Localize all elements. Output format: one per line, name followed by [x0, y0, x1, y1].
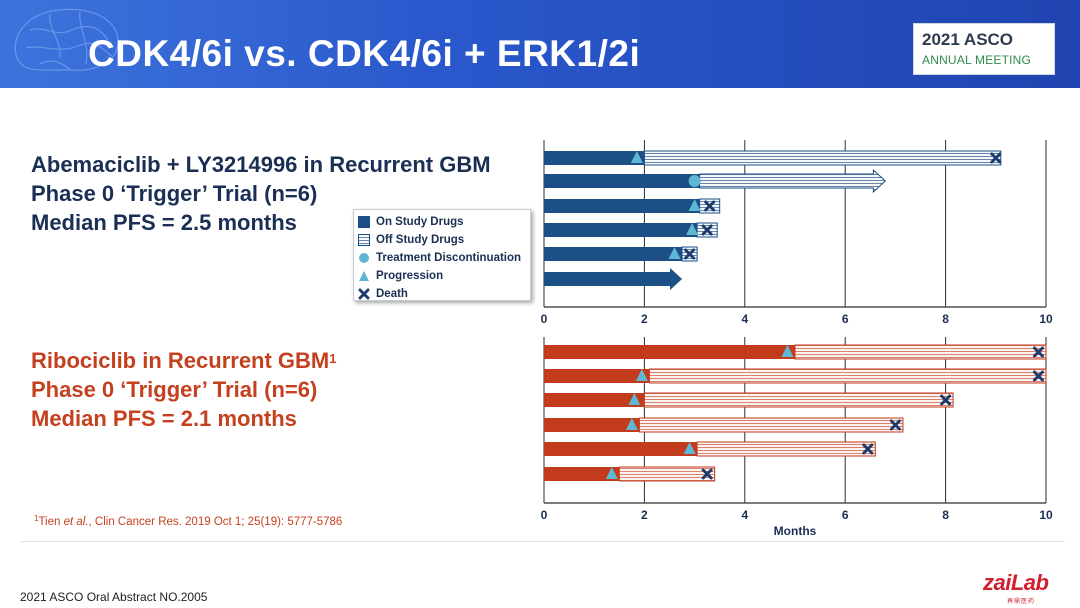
study2-title-line: Ribociclib in Recurrent GBM1 [31, 346, 337, 375]
footer-divider [20, 541, 1065, 542]
progression-marker [781, 345, 794, 357]
footnote-sup: 1 [34, 514, 39, 523]
study2-title-sup: 1 [329, 351, 337, 366]
legend-item-off-study: Off Study Drugs [358, 232, 464, 248]
on-study-bar [544, 467, 620, 481]
off-study-bar [638, 417, 904, 433]
death-marker [1032, 346, 1044, 358]
on-study-swatch [358, 216, 370, 228]
study1-title: Abemaciclib + LY3214996 in Recurrent GBM [31, 152, 491, 177]
off-study-bar [643, 150, 1002, 166]
zailab-logo-subtitle: 再鼎医药 [1007, 599, 1036, 605]
footnote-etal: et al. [63, 516, 89, 528]
x-tick-label: 6 [842, 508, 849, 522]
off-study-swatch [358, 234, 370, 246]
zailab-logo: zaiLab [983, 570, 1049, 595]
x-tick-label: 8 [942, 508, 949, 522]
death-marker [701, 468, 713, 480]
off-study-bar [643, 392, 954, 408]
x-tick-label: 10 [1039, 312, 1053, 326]
on-study-bar [544, 247, 683, 261]
circle-icon [358, 252, 370, 264]
x-tick-label: 0 [541, 508, 548, 522]
off-study-bar [618, 466, 716, 482]
on-study-bar [544, 369, 650, 383]
x-icon [358, 288, 370, 300]
x-tick-label: 4 [741, 312, 748, 326]
progression-marker [628, 393, 641, 405]
legend-label: Off Study Drugs [376, 234, 465, 246]
study1-pfs: Median PFS = 2.5 months [31, 210, 297, 235]
on-study-bar [544, 442, 698, 456]
study2-title: Ribociclib in Recurrent GBM [31, 348, 330, 373]
legend-item-death: Death [358, 286, 408, 302]
death-marker [862, 443, 874, 455]
brain-graphic [14, 8, 119, 71]
on-study-bar [544, 418, 640, 432]
logo-top-text: 2021 ASCO [922, 30, 1014, 49]
death-marker [940, 394, 952, 406]
on-study-bar [544, 151, 645, 165]
on-study-arrow-bar [544, 268, 683, 290]
page-title: CDK4/6i vs. CDK4/6i + ERK1/2i [88, 33, 641, 74]
study1-trial: Phase 0 ‘Trigger’ Trial (n=6) [31, 181, 318, 206]
x-tick-label: 8 [942, 312, 949, 326]
swimmer-chart: 0 2 4 6 8 10 0 2 4 6 8 10 Months [541, 140, 1053, 538]
on-study-bar [544, 345, 795, 359]
death-marker [889, 419, 901, 431]
progression-marker [686, 223, 699, 235]
x-tick-label: 0 [541, 312, 548, 326]
study1-text: Abemaciclib + LY3214996 in Recurrent GBM… [31, 150, 491, 237]
x-axis-label: Months [774, 524, 817, 538]
progression-marker [635, 369, 648, 381]
study2-text: Ribociclib in Recurrent GBM1 Phase 0 ‘Tr… [31, 346, 337, 433]
x-tick-label: 2 [641, 312, 648, 326]
on-study-bar [544, 223, 698, 237]
discontinuation-marker [688, 175, 701, 187]
reference-footnote: 1Tien et al., Clin Cancer Res. 2019 Oct … [34, 514, 343, 528]
x-tick-label: 6 [842, 312, 849, 326]
on-study-bar [544, 199, 700, 213]
study2-trial: Phase 0 ‘Trigger’ Trial (n=6) [31, 377, 318, 402]
off-study-bar [794, 344, 1047, 360]
legend-label: Progression [376, 270, 444, 282]
death-marker [1032, 370, 1044, 382]
progression-marker [683, 442, 696, 454]
legend-label: Death [376, 288, 408, 300]
on-study-bar [544, 393, 645, 407]
progression-marker [625, 418, 638, 430]
header-banner: CDK4/6i vs. CDK4/6i + ERK1/2i 2021 ASCO … [0, 0, 1080, 88]
progression-marker [605, 467, 618, 479]
off-study-arrow-bar [699, 168, 887, 194]
off-study-bar [696, 441, 876, 457]
footer-abstract-text: 2021 ASCO Oral Abstract NO.2005 [20, 590, 208, 604]
off-study-bar [648, 368, 1047, 384]
footnote-author: Tien [38, 516, 64, 528]
logo-bottom-text: ANNUAL MEETING [922, 53, 1032, 67]
death-marker [704, 200, 716, 212]
x-tick-label: 10 [1039, 508, 1053, 522]
footnote-rest: , Clin Cancer Res. 2019 Oct 1; 25(19): 5… [88, 516, 343, 528]
chart-legend: On Study Drugs Off Study Drugs Treatment… [353, 209, 531, 301]
progression-marker [630, 151, 643, 163]
progression-marker [688, 199, 701, 211]
death-marker [990, 152, 1002, 164]
legend-item-discontinuation: Treatment Discontinuation [358, 250, 521, 266]
progression-marker [668, 247, 681, 259]
death-marker [684, 248, 696, 260]
legend-item-on-study: On Study Drugs [358, 214, 464, 230]
x-tick-label: 2 [641, 508, 648, 522]
triangle-icon [358, 270, 370, 282]
death-marker [701, 224, 713, 236]
study2-pfs: Median PFS = 2.1 months [31, 406, 297, 431]
legend-label: On Study Drugs [376, 216, 464, 228]
legend-label: Treatment Discontinuation [376, 252, 522, 264]
asco-logo: 2021 ASCO ANNUAL MEETING [913, 23, 1055, 75]
on-study-bar [544, 174, 700, 188]
legend-item-progression: Progression [358, 268, 443, 284]
x-tick-label: 4 [741, 508, 748, 522]
